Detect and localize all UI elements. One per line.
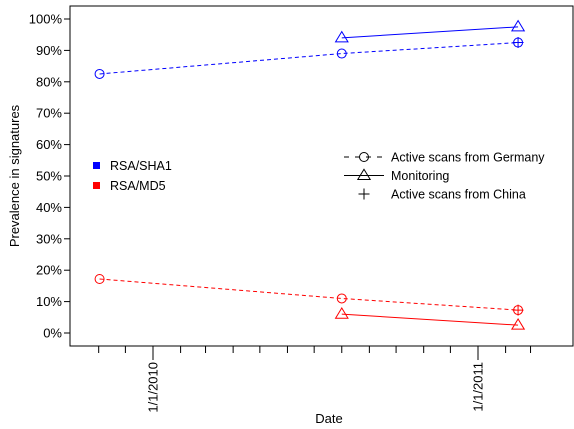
plot-frame bbox=[69, 5, 574, 347]
y-tick-label: 40% bbox=[36, 200, 62, 215]
data-point bbox=[336, 48, 347, 59]
legend-marker bbox=[359, 152, 369, 162]
legend-entry: Active scans from Germany bbox=[344, 151, 545, 165]
series-rsa-sha1-triangle bbox=[334, 19, 526, 43]
x-axis: 1/1/2010 1/1/2011 bbox=[98, 346, 532, 413]
series-rsa-sha1-plus bbox=[512, 37, 524, 49]
data-point bbox=[510, 19, 526, 32]
legend-label: Active scans from China bbox=[391, 188, 526, 202]
data-point bbox=[512, 304, 524, 316]
series-rsa-md5-circle bbox=[94, 273, 524, 316]
y-axis-label: Prevalence in signatures bbox=[7, 104, 22, 247]
series-line bbox=[99, 42, 519, 75]
series-layer bbox=[94, 19, 526, 330]
legend-label: Active scans from Germany bbox=[391, 151, 545, 165]
series-rsa-md5-triangle bbox=[334, 306, 526, 330]
y-tick-label: 90% bbox=[36, 43, 62, 58]
x-tick-label: 1/1/2011 bbox=[471, 362, 486, 412]
legend-marker bbox=[356, 168, 372, 181]
series-line bbox=[341, 26, 519, 39]
data-point bbox=[334, 30, 349, 43]
y-tick-label: 80% bbox=[36, 74, 62, 89]
data-point bbox=[336, 293, 347, 304]
data-point bbox=[510, 317, 526, 330]
y-axis: 0% 10% 20% 30% 40% 50% 60% 70% 80% 90% 100% bbox=[29, 12, 70, 341]
source-legend: Active scans from Germany Monitoring Activ… bbox=[344, 151, 545, 202]
data-point bbox=[512, 37, 524, 49]
x-axis-label: Date bbox=[315, 411, 342, 426]
series-line bbox=[341, 313, 519, 326]
data-point bbox=[94, 273, 105, 284]
legend-swatch bbox=[93, 162, 100, 169]
y-tick-label: 20% bbox=[36, 263, 62, 278]
y-tick-label: 30% bbox=[36, 231, 62, 246]
series-rsa-md5-plus bbox=[512, 304, 524, 316]
series-line bbox=[99, 278, 519, 311]
y-tick-label: 100% bbox=[29, 12, 63, 27]
legend-label: RSA/MD5 bbox=[110, 179, 166, 193]
x-tick-label: 1/1/2010 bbox=[146, 362, 161, 413]
legend-entry: Active scans from China bbox=[358, 188, 526, 202]
series-rsa-sha1-circle bbox=[94, 37, 524, 79]
algorithm-legend: RSA/SHA1 RSA/MD5 bbox=[93, 159, 172, 193]
y-tick-label: 0% bbox=[43, 326, 62, 341]
y-tick-label: 70% bbox=[36, 106, 62, 121]
data-point bbox=[334, 306, 349, 319]
legend-label: Monitoring bbox=[391, 169, 449, 183]
y-tick-label: 60% bbox=[36, 137, 62, 152]
legend-label: RSA/SHA1 bbox=[110, 159, 172, 173]
legend-swatch bbox=[93, 182, 100, 189]
legend-marker bbox=[358, 188, 370, 200]
y-tick-label: 50% bbox=[36, 169, 62, 184]
legend-entry: Monitoring bbox=[344, 168, 449, 183]
data-point bbox=[94, 68, 105, 79]
y-tick-label: 10% bbox=[36, 294, 62, 309]
